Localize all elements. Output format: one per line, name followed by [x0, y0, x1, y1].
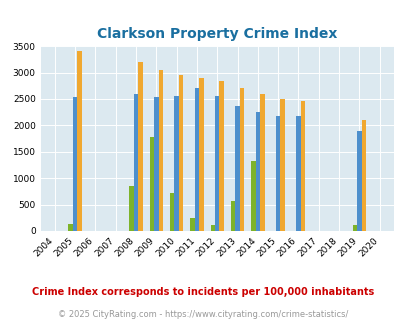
Bar	[149, 137, 154, 231]
Bar	[154, 97, 158, 231]
Bar	[134, 94, 138, 231]
Bar	[129, 186, 134, 231]
Bar	[190, 218, 194, 231]
Bar	[219, 81, 224, 231]
Bar	[300, 101, 305, 231]
Bar	[279, 99, 284, 231]
Bar	[296, 116, 300, 231]
Bar	[259, 94, 264, 231]
Text: © 2025 CityRating.com - https://www.cityrating.com/crime-statistics/: © 2025 CityRating.com - https://www.city…	[58, 310, 347, 319]
Bar	[138, 62, 142, 231]
Bar	[275, 116, 279, 231]
Bar	[361, 120, 365, 231]
Bar	[178, 75, 183, 231]
Bar	[174, 96, 178, 231]
Bar	[77, 51, 81, 231]
Bar	[250, 161, 255, 231]
Bar	[68, 224, 73, 231]
Bar	[73, 97, 77, 231]
Bar	[239, 88, 244, 231]
Bar	[230, 201, 234, 231]
Bar	[199, 78, 203, 231]
Bar	[255, 112, 260, 231]
Bar	[235, 106, 239, 231]
Bar	[158, 70, 162, 231]
Text: Crime Index corresponds to incidents per 100,000 inhabitants: Crime Index corresponds to incidents per…	[32, 287, 373, 297]
Bar	[194, 88, 199, 231]
Bar	[210, 225, 215, 231]
Bar	[356, 131, 361, 231]
Bar	[215, 96, 219, 231]
Bar	[170, 193, 174, 231]
Title: Clarkson Property Crime Index: Clarkson Property Crime Index	[97, 27, 337, 41]
Bar	[352, 225, 356, 231]
